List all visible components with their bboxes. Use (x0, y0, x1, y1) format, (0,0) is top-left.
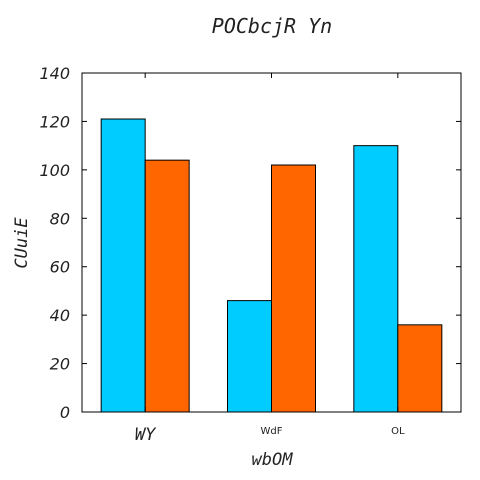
bar-WY-series-1 (100, 118, 146, 413)
x-tick-label: WdF (261, 426, 283, 437)
y-tick-label: 0 (60, 403, 70, 422)
bars-group (100, 118, 443, 413)
x-axis-label: wbOM (252, 450, 294, 470)
plot-frame (81, 72, 462, 413)
y-tick-label: 100 (39, 161, 70, 180)
chart-title: POCbcjR Yn (212, 14, 332, 38)
bar-OL-series-1 (353, 145, 399, 413)
y-tick-label: 60 (50, 258, 70, 277)
x-tick-label: OL (391, 426, 405, 437)
y-tick-label: 120 (39, 112, 70, 131)
bar-WY-series-2 (144, 159, 190, 413)
y-axis-label: CUuiE (12, 217, 32, 269)
bar-OL-series-2 (397, 324, 443, 413)
bar-WdF-series-2 (271, 164, 316, 413)
y-tick-label: 80 (50, 209, 70, 228)
y-tick-label: 140 (39, 64, 70, 83)
y-tick-label: 40 (50, 306, 70, 325)
y-tick-label: 20 (50, 355, 70, 374)
x-tick-label: WY (135, 425, 157, 445)
axes-group: WY WdF OL 0 20 40 60 80 100 120 140 (39, 64, 462, 445)
bar-WdF-series-1 (227, 300, 272, 413)
